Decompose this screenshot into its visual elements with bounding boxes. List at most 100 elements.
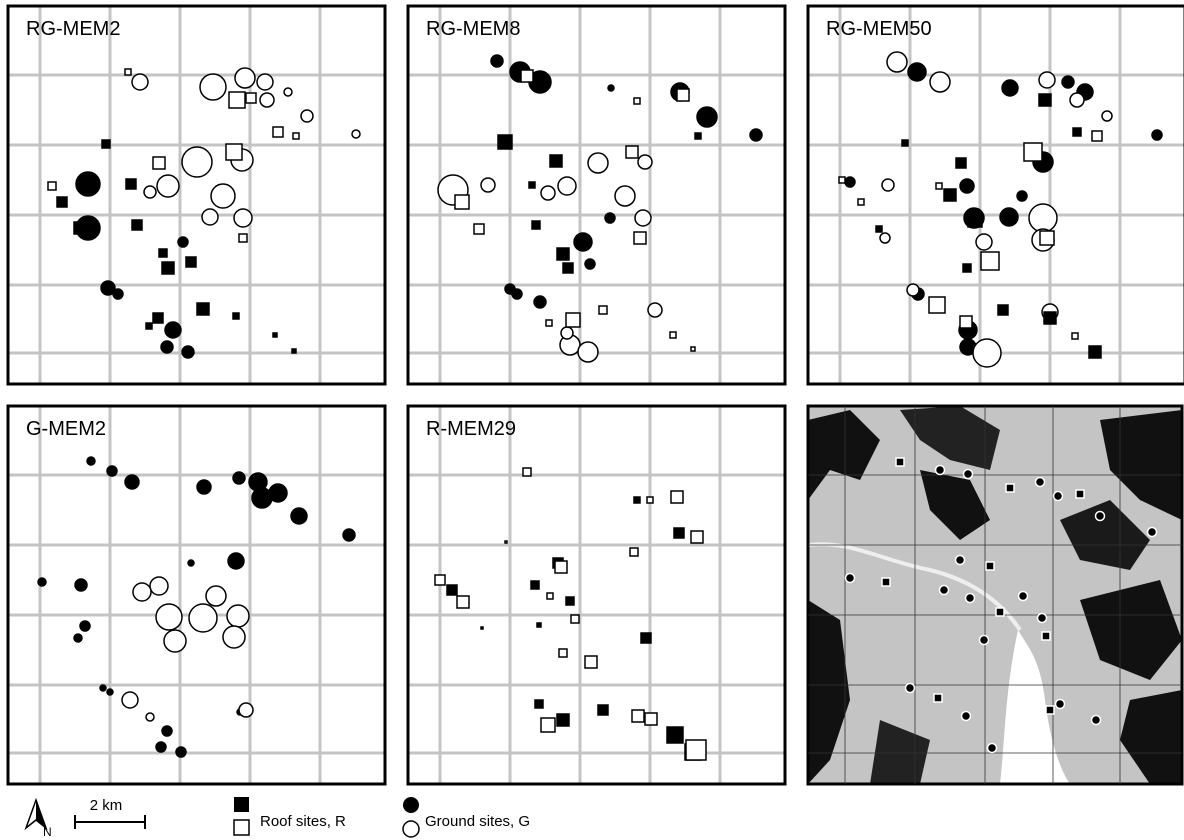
roof-site [523,468,531,476]
ground-site [930,72,950,92]
roof-site [981,252,999,270]
roof-site [498,135,512,149]
roof-site [839,177,845,183]
ground-site [1152,130,1162,140]
ground-site [936,466,945,475]
page: {"panels": [{"title": "RG-MEM2"}, {"titl… [0,0,1184,840]
roof-symbol [234,820,249,835]
ground-site [962,712,971,721]
figure: RG-MEM2RG-MEM8RG-MEM50G-MEM2R-MEM29 N 2 … [0,0,1184,840]
roof-site [102,140,110,148]
roof-site [986,562,994,570]
roof-site [1089,346,1101,358]
roof-site [447,585,457,595]
ground-site [100,685,106,691]
ground-site [956,556,965,565]
ground-site [257,74,273,90]
ground-site [197,480,211,494]
ground-site [157,175,179,197]
roof-site [876,226,882,232]
ground-site [234,209,252,227]
ground-site [125,475,139,489]
roof-site [1044,312,1056,324]
ground-site [75,579,87,591]
ground-site [107,466,117,476]
roof-site [547,593,553,599]
ground-site [156,742,166,752]
roof-site [677,89,689,101]
ground-site [1039,72,1055,88]
ground-site [188,560,194,566]
roof-site [634,497,640,503]
roof-site [996,608,1004,616]
roof-site [563,263,573,273]
roof-site [532,221,540,229]
ground-site [156,604,182,630]
roof-site [1046,706,1054,714]
roof-site [960,316,972,328]
roof-site [1072,333,1078,339]
ground-symbol [403,797,419,813]
roof-site [521,70,533,82]
roof-site [48,182,56,190]
roof-site [146,323,152,329]
roof-site [598,705,608,715]
roof-site [626,146,638,158]
panel-title: RG-MEM8 [426,18,520,40]
ground-site [260,93,274,107]
ground-site [976,234,992,250]
roof-site [1024,143,1042,161]
ground-site [1002,80,1018,96]
ground-site [202,209,218,225]
roof-site [74,222,86,234]
ground-site [74,634,82,642]
ground-site [1056,700,1065,709]
ground-symbol [403,821,419,837]
ground-site [107,689,113,695]
ground-site [615,186,635,206]
roof-site [239,234,247,242]
panel-border [8,6,385,384]
ground-site [1092,716,1101,725]
ground-site [1029,204,1057,232]
roof-site [126,179,136,189]
roof-site [541,718,555,732]
roof-site [670,332,676,338]
ground-site [1102,111,1112,121]
roof-site [455,195,469,209]
ground-site [182,147,212,177]
roof-site [929,297,945,313]
roof-site [559,649,567,657]
roof-site [550,155,562,167]
ground-site [228,553,244,569]
roof-site [630,548,638,556]
ground-site [301,110,313,122]
roof-site [546,320,552,326]
roof-site [273,333,277,337]
roof-site [1042,632,1050,640]
ground-site [200,74,226,100]
roof-site [1040,231,1054,245]
roof-site [1092,131,1102,141]
ground-site [133,583,151,601]
roof-site [537,623,541,627]
ground-site [1017,191,1027,201]
ground-site [144,186,156,198]
ground-site [1070,93,1084,107]
roof-site [645,713,657,725]
roof-site [998,305,1008,315]
panel-border [408,406,785,784]
ground-site [906,684,915,693]
ground-site [38,578,46,586]
ground-site [988,744,997,753]
ground-site [189,604,217,632]
ground-site [176,747,186,757]
roof-site [671,491,683,503]
ground-site [161,341,173,353]
roof-site [902,140,908,146]
roof-label: Roof sites, R [260,813,346,830]
roof-site [529,182,535,188]
scale-label: 2 km [90,797,123,814]
roof-site [1039,94,1051,106]
legend: N 2 km Roof sites, R Ground sites, G [26,797,530,839]
